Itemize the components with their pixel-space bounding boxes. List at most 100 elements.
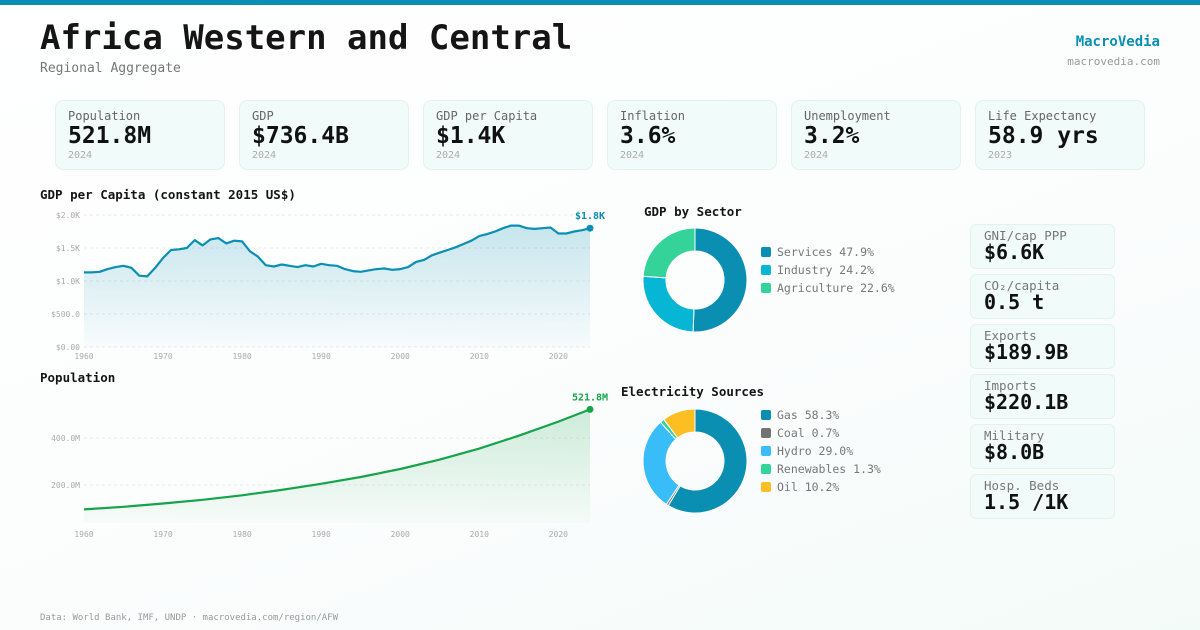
electricity-title: Electricity Sources: [621, 384, 764, 399]
stat-card: Exports $189.9B: [970, 324, 1115, 369]
legend-label: Industry 24.2%: [777, 263, 874, 277]
stat-label: CO₂/capita: [984, 278, 1060, 293]
x-tick-label: 2000: [391, 352, 410, 361]
legend-item: Gas 58.3%: [761, 406, 881, 424]
x-tick-label: 2000: [391, 530, 410, 539]
legend-swatch: [761, 446, 771, 456]
population-chart: 200.0M 400.0M 1960 1970 1980 1990 2000 2010 2020…: [51, 392, 608, 539]
kpi-card-unemployment: Unemployment 3.2% 2024: [791, 100, 961, 170]
legend-label: Oil 10.2%: [777, 480, 840, 494]
end-value-label: $1.8K: [575, 211, 605, 222]
stat-card: Military $8.0B: [970, 424, 1115, 469]
x-tick-label: 1970: [153, 352, 172, 361]
kpi-card-life-expectancy: Life Expectancy 58.9 yrs 2023: [975, 100, 1145, 170]
legend-label: Gas 58.3%: [777, 408, 840, 422]
kpi-year: 2024: [436, 150, 461, 161]
y-tick-label: $1.5K: [56, 244, 80, 253]
x-tick-label: 2020: [549, 352, 568, 361]
brand-url[interactable]: macrovedia.com: [1067, 55, 1160, 68]
x-tick-label: 1960: [74, 352, 93, 361]
legend-item: Oil 10.2%: [761, 478, 881, 496]
legend-swatch: [761, 428, 771, 438]
kpi-year: 2023: [988, 150, 1013, 161]
legend-label: Coal 0.7%: [777, 426, 840, 440]
kpi-year: 2024: [68, 150, 93, 161]
kpi-label: Inflation: [620, 109, 686, 123]
stat-value: $6.6K: [984, 240, 1045, 264]
legend-item: Hydro 29.0%: [761, 442, 881, 460]
stat-value: $220.1B: [984, 390, 1069, 414]
slice-industry: [642, 275, 695, 333]
kpi-value: 3.6%: [620, 123, 676, 149]
x-tick-label: 2010: [470, 530, 489, 539]
kpi-year: 2024: [804, 150, 829, 161]
end-value-label: 521.8M: [572, 392, 608, 403]
legend-swatch: [761, 247, 771, 257]
kpi-card-gdp-per-capita: GDP per Capita $1.4K 2024: [423, 100, 593, 170]
gdp-sector-legend: Services 47.9% Industry 24.2% Agriculture …: [761, 243, 895, 297]
kpi-year: 2024: [252, 150, 277, 161]
slice-agriculture: [642, 227, 696, 279]
x-tick-label: 1970: [153, 530, 172, 539]
area-fill: [84, 225, 590, 347]
kpi-card-population: Population 521.8M 2024: [55, 100, 225, 170]
end-point-marker: [586, 405, 594, 413]
kpi-value: 58.9 yrs: [988, 123, 1099, 149]
kpi-label: GDP per Capita: [436, 109, 538, 123]
slice-oil: [663, 408, 696, 439]
gdp-sector-title: GDP by Sector: [644, 204, 742, 219]
stat-label: Imports: [984, 378, 1037, 393]
kpi-card-gdp: GDP $736.4B 2024: [239, 100, 409, 170]
y-tick-label: $500.0: [51, 310, 80, 319]
kpi-label: Population: [68, 109, 141, 123]
stat-label: Exports: [984, 328, 1037, 343]
slice-gas: [667, 408, 748, 514]
kpi-label: Unemployment: [804, 109, 891, 123]
y-tick-label: 200.0M: [51, 481, 80, 490]
legend-label: Agriculture 22.6%: [777, 281, 895, 295]
y-tick-label: $0.00: [56, 343, 80, 352]
x-tick-label: 2010: [470, 352, 489, 361]
series-line: [83, 408, 591, 511]
stat-label: Military: [984, 428, 1045, 443]
x-tick-label: 1960: [74, 530, 93, 539]
x-tick-label: 1980: [232, 530, 251, 539]
top-accent-bar: [0, 0, 1200, 5]
kpi-card-inflation: Inflation 3.6% 2024: [607, 100, 777, 170]
x-tick-label: 1980: [232, 352, 251, 361]
legend-item: Coal 0.7%: [761, 424, 881, 442]
y-tick-label: $1.0K: [56, 277, 80, 286]
x-tick-label: 1990: [312, 530, 331, 539]
legend-swatch: [761, 410, 771, 420]
area-fill: [84, 409, 590, 523]
stat-card: Imports $220.1B: [970, 374, 1115, 419]
slice-services: [692, 227, 748, 333]
legend-swatch: [761, 482, 771, 492]
stat-card: CO₂/capita 0.5 t: [970, 274, 1115, 319]
legend-item: Agriculture 22.6%: [761, 279, 895, 297]
legend-swatch: [761, 283, 771, 293]
end-point-marker: [586, 224, 594, 232]
electricity-donut: [642, 408, 748, 514]
stat-card: GNI/cap PPP $6.6K: [970, 224, 1115, 269]
stat-value: 0.5 t: [984, 290, 1045, 314]
stat-value: $8.0B: [984, 440, 1045, 464]
gdp-per-capita-chart: $0.00 $500.0 $1.0K $1.5K $2.0K 1960 1970 1980 19…: [51, 211, 605, 361]
kpi-label: Life Expectancy: [988, 109, 1097, 123]
kpi-value: $1.4K: [436, 123, 506, 149]
kpi-value: 3.2%: [804, 123, 860, 149]
brand-logo[interactable]: MacroVedia: [1075, 34, 1160, 50]
y-tick-label: 400.0M: [51, 434, 80, 443]
stat-value: 1.5 /1K: [984, 490, 1069, 514]
legend-label: Services 47.9%: [777, 245, 874, 259]
x-tick-label: 1990: [312, 352, 331, 361]
legend-label: Hydro 29.0%: [777, 444, 854, 458]
population-chart-title: Population: [40, 370, 116, 385]
x-tick-label: 2020: [549, 530, 568, 539]
legend-swatch: [761, 464, 771, 474]
stat-label: GNI/cap PPP: [984, 228, 1067, 243]
kpi-year: 2024: [620, 150, 645, 161]
electricity-legend: Gas 58.3% Coal 0.7% Hydro 29.0% Renewables …: [761, 406, 881, 496]
stat-label: Hosp. Beds: [984, 478, 1060, 493]
legend-swatch: [761, 265, 771, 275]
